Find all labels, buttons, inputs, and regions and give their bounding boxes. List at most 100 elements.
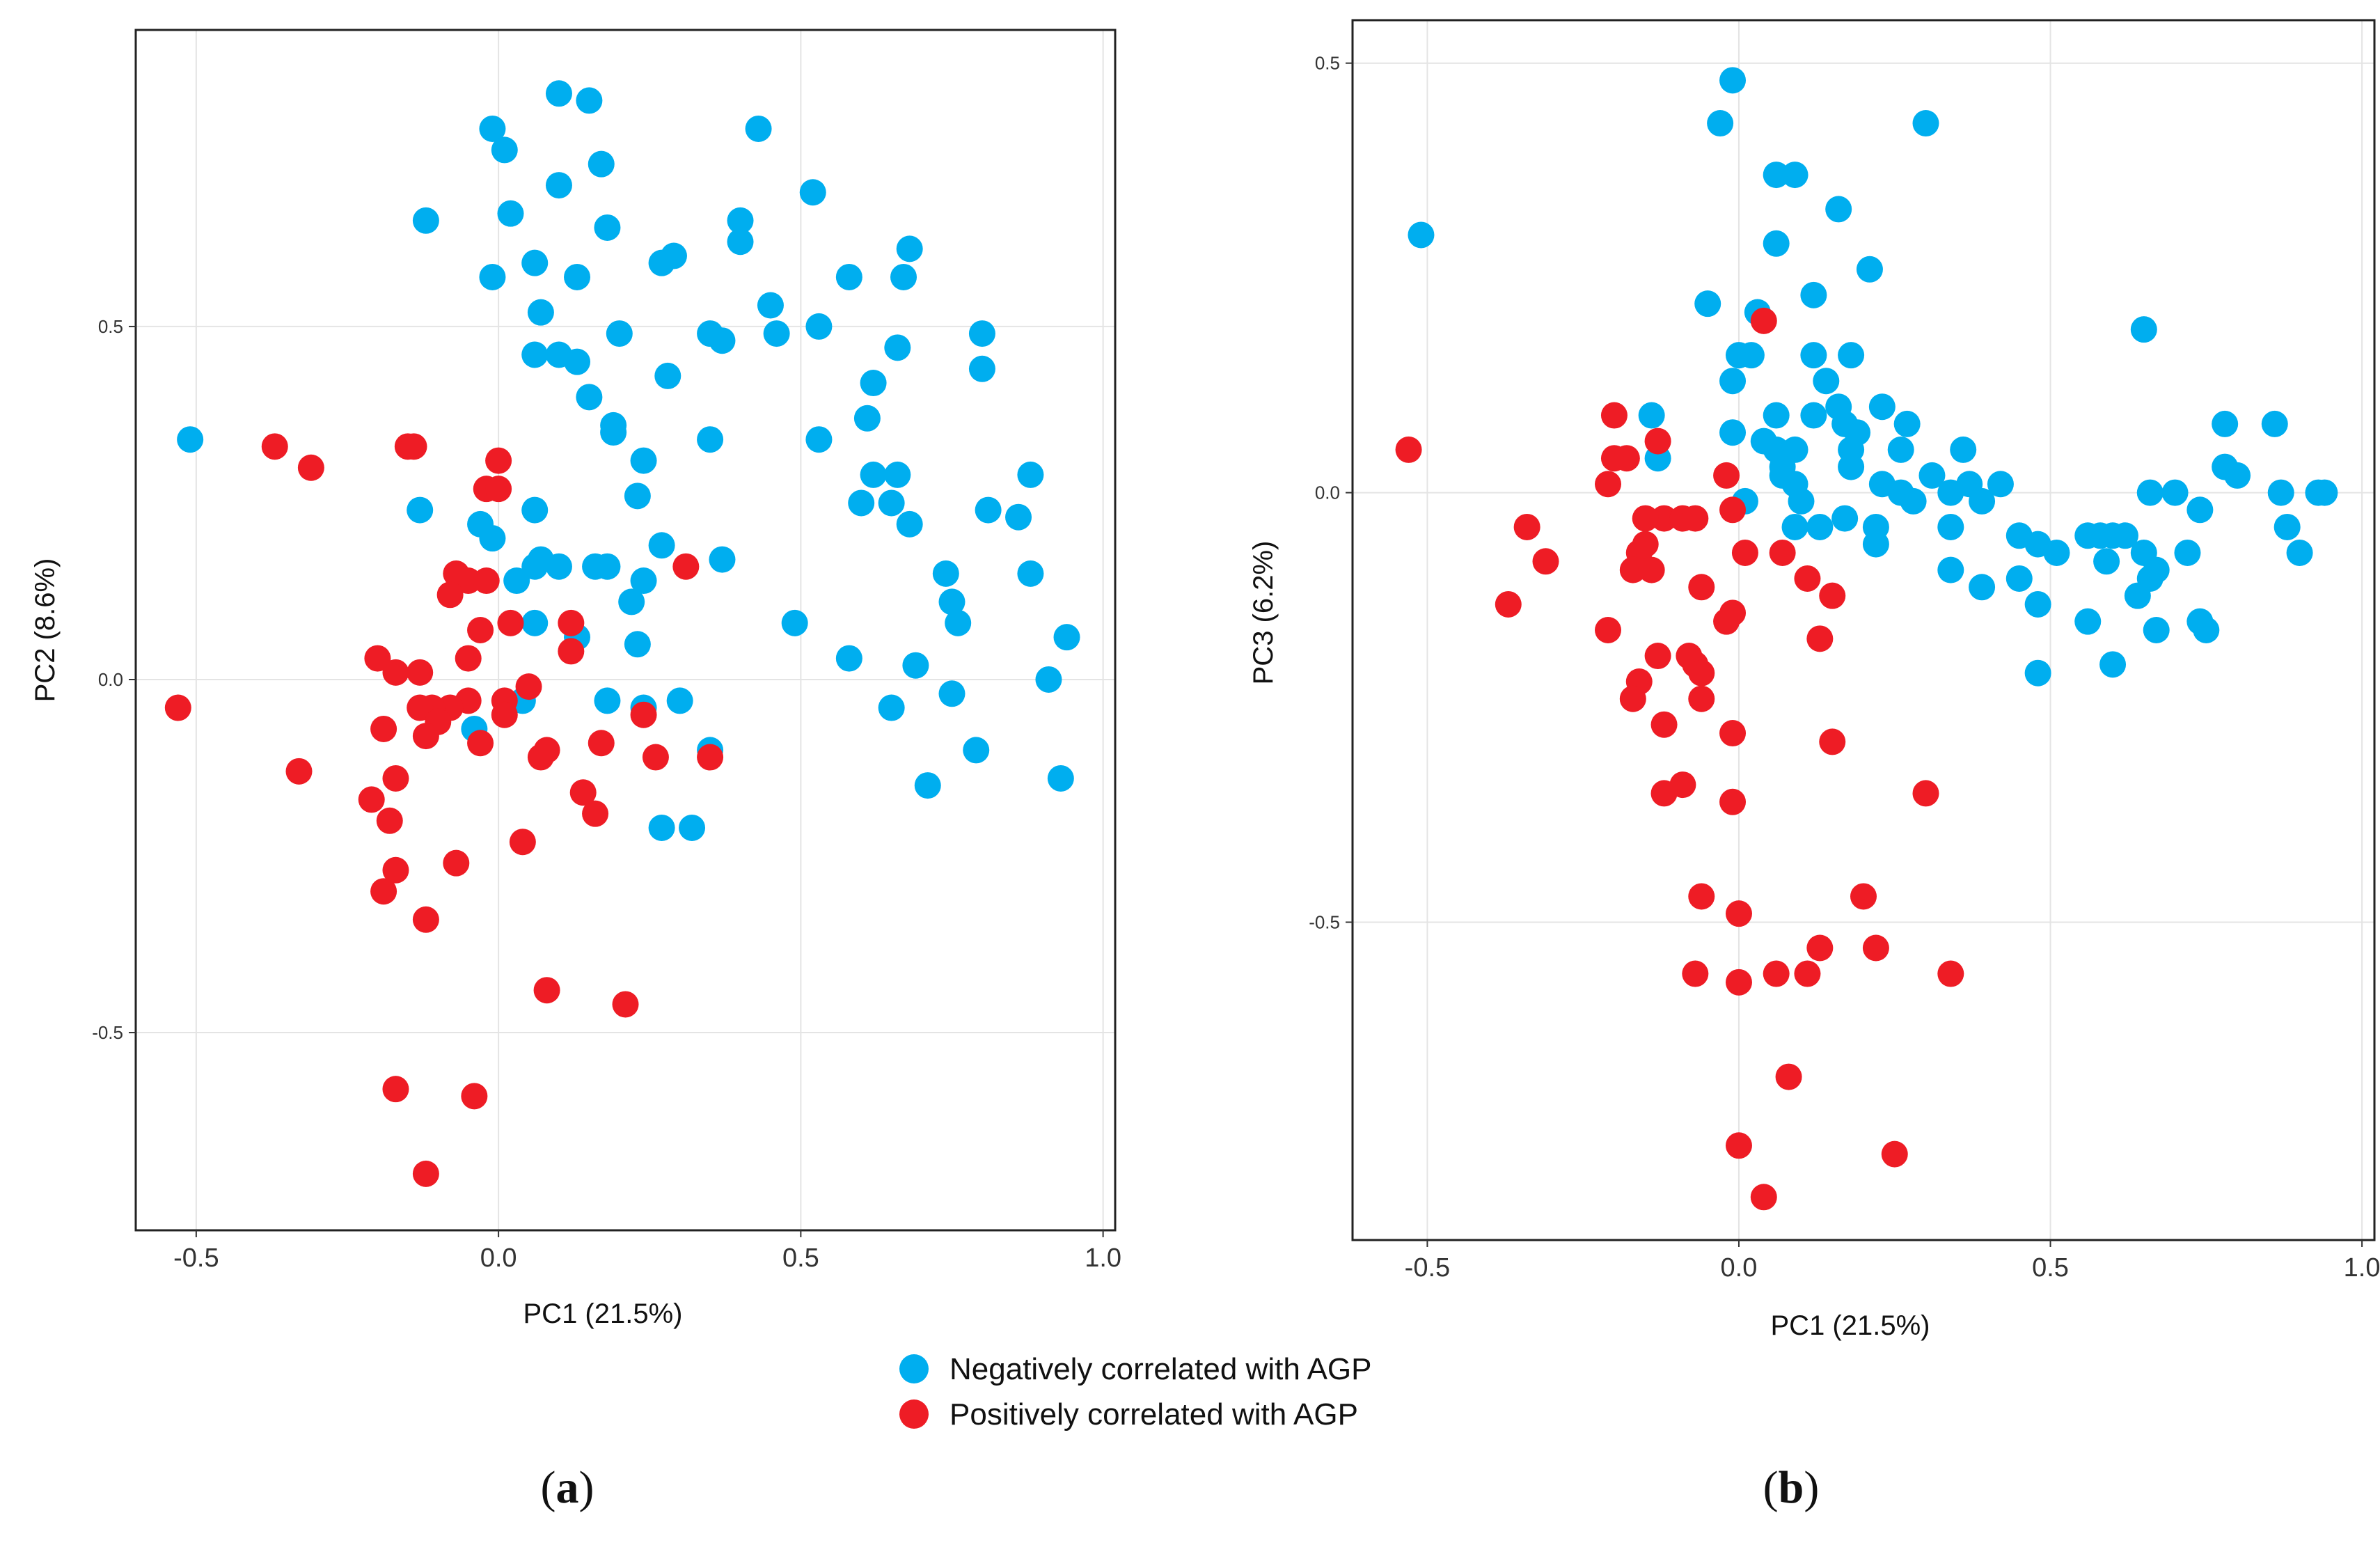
panel-a-point-negative: [860, 370, 887, 397]
panel-b-point-positive: [1688, 574, 1715, 601]
panel-b-point-negative: [1800, 342, 1827, 369]
panel-a-point-negative: [606, 320, 633, 347]
panel-b-point-negative: [1763, 230, 1790, 257]
panel-a-point-negative: [878, 694, 905, 721]
panel-a-point-negative: [968, 320, 995, 347]
panel-a-point-positive: [558, 638, 585, 665]
panel-a-point-negative: [588, 150, 615, 178]
panel-a-point-negative: [177, 426, 204, 453]
panel-b-point-negative: [1781, 162, 1808, 189]
panel-a-point-positive: [588, 730, 615, 757]
panel-a-point-positive: [358, 786, 385, 813]
panel-a-point-positive: [407, 694, 434, 721]
panel-a-point-negative: [835, 263, 862, 290]
panel-a-point-positive: [376, 807, 403, 834]
panel-a-point-positive: [382, 1076, 409, 1103]
panel-b-point-negative: [2136, 479, 2164, 506]
panel-a-point-negative: [975, 496, 1002, 524]
legend-label-negative: Negatively correlated with AGP: [949, 1352, 1372, 1386]
panel-a-point-negative: [618, 588, 645, 615]
panel-b-point-negative: [2212, 410, 2239, 437]
panel-b-point-positive: [1682, 505, 1709, 532]
panel-a-point-negative: [884, 334, 911, 361]
panel-b-point-negative: [1763, 162, 1790, 189]
panel-b-grid: [1353, 20, 2374, 1240]
panel-b-point-negative: [2099, 651, 2127, 678]
panel-b-point-negative: [1937, 556, 1964, 583]
panel-a-point-negative: [479, 263, 506, 290]
panel-b-point-negative: [1838, 453, 1865, 480]
panel-a-point-negative: [545, 553, 572, 580]
panel-b-point-positive: [1650, 505, 1678, 532]
panel-a-point-negative: [412, 207, 439, 234]
panel-b-point-positive: [1395, 436, 1422, 463]
panel-a-point-positive: [407, 659, 434, 686]
panel-a-point-negative: [679, 814, 706, 841]
panel-a-point-positive: [412, 906, 439, 933]
panel-a-point-negative: [527, 299, 554, 326]
panel-b-point-negative: [1969, 487, 1996, 515]
panel-a-y-tick-label: 0.0: [98, 669, 123, 690]
panel-b-y-axis-label: PC3 (6.2%): [1248, 541, 1279, 685]
panel-a-point-positive: [297, 454, 324, 481]
panel-b-point-negative: [2286, 539, 2313, 566]
panel-a-point-positive: [382, 764, 409, 792]
panel-b-point-positive: [1750, 307, 1777, 334]
panel-b-point-negative: [1912, 110, 1939, 137]
panel-a-point-negative: [902, 652, 929, 679]
panel-a-point-positive: [642, 744, 669, 771]
panel-a-point-positive: [400, 433, 427, 460]
panel-b-y-tick-label: 0.0: [1315, 483, 1340, 503]
panel-b-point-positive: [1850, 883, 1877, 910]
panel-b-point-negative: [2074, 608, 2102, 635]
panel-a-point-negative: [968, 355, 995, 382]
panel-b-point-negative: [2043, 539, 2070, 566]
panel-a-point-negative: [709, 327, 736, 354]
panel-a-point-positive: [461, 1083, 488, 1110]
panel-b-label: (b): [1763, 1462, 1820, 1513]
panel-b-frame: [1351, 19, 2376, 1241]
panel-a-point-positive: [382, 659, 409, 686]
panel-b-point-positive: [1688, 685, 1715, 712]
panel-a-point-positive: [497, 609, 524, 636]
panel-b-point-positive: [1719, 720, 1747, 747]
panel-b-point-positive: [1725, 1132, 1752, 1159]
panel-a-point-negative: [1005, 503, 1032, 531]
panel-b-x-tick-label: 1.0: [2344, 1253, 2380, 1283]
panel-b-point-positive: [1713, 462, 1740, 489]
panel-b-point-negative: [2186, 496, 2214, 524]
panel-b-point-positive: [1495, 590, 1522, 618]
panel-b-point-negative: [1719, 419, 1747, 446]
panel-b-y-tick-label: -0.5: [1309, 911, 1340, 932]
panel-b-point-negative: [2124, 582, 2151, 609]
panel-b-point-positive: [1862, 934, 1889, 962]
panel-b-point-negative: [1838, 342, 1865, 369]
panel-a-point-negative: [835, 645, 862, 672]
panel-a-point-negative: [564, 263, 591, 290]
panel-b-point-positive: [1794, 960, 1821, 987]
panel-a-point-positive: [412, 1160, 439, 1187]
panel-b-point-negative: [1737, 342, 1765, 369]
panel-a-point-negative: [878, 489, 905, 517]
panel-a-point-positive: [467, 617, 494, 643]
panel-b-point-positive: [1819, 582, 1846, 609]
panel-a-point-negative: [709, 546, 736, 573]
panel-b-point-positive: [1912, 780, 1939, 807]
panel-a: -0.5 0.0 0.5 1.0 -0.5 0.0 0.5 PC1 (21.5%) PC2…: [30, 29, 1121, 1329]
panel-a-point-negative: [805, 313, 833, 340]
panel-b-point-negative: [1788, 487, 1815, 515]
panel-a-point-positive: [370, 878, 397, 905]
panel-a-point-negative: [521, 341, 549, 368]
panel-a-point-negative: [727, 228, 754, 256]
panel-b-point-positive: [1937, 960, 1964, 987]
panel-a-point-negative: [896, 510, 923, 538]
panel-a-y-tick-label: 0.5: [98, 316, 123, 337]
panel-b-point-negative: [1856, 256, 1883, 283]
panel-a-point-positive: [455, 567, 482, 595]
panel-a-point-negative: [479, 115, 506, 142]
panel-b-point-positive: [1806, 625, 1834, 652]
panel-a-y-axis-label: PC2 (8.6%): [30, 558, 61, 703]
panel-b-point-positive: [1532, 548, 1559, 575]
panel-a-x-tick-label: 0.5: [782, 1244, 819, 1273]
